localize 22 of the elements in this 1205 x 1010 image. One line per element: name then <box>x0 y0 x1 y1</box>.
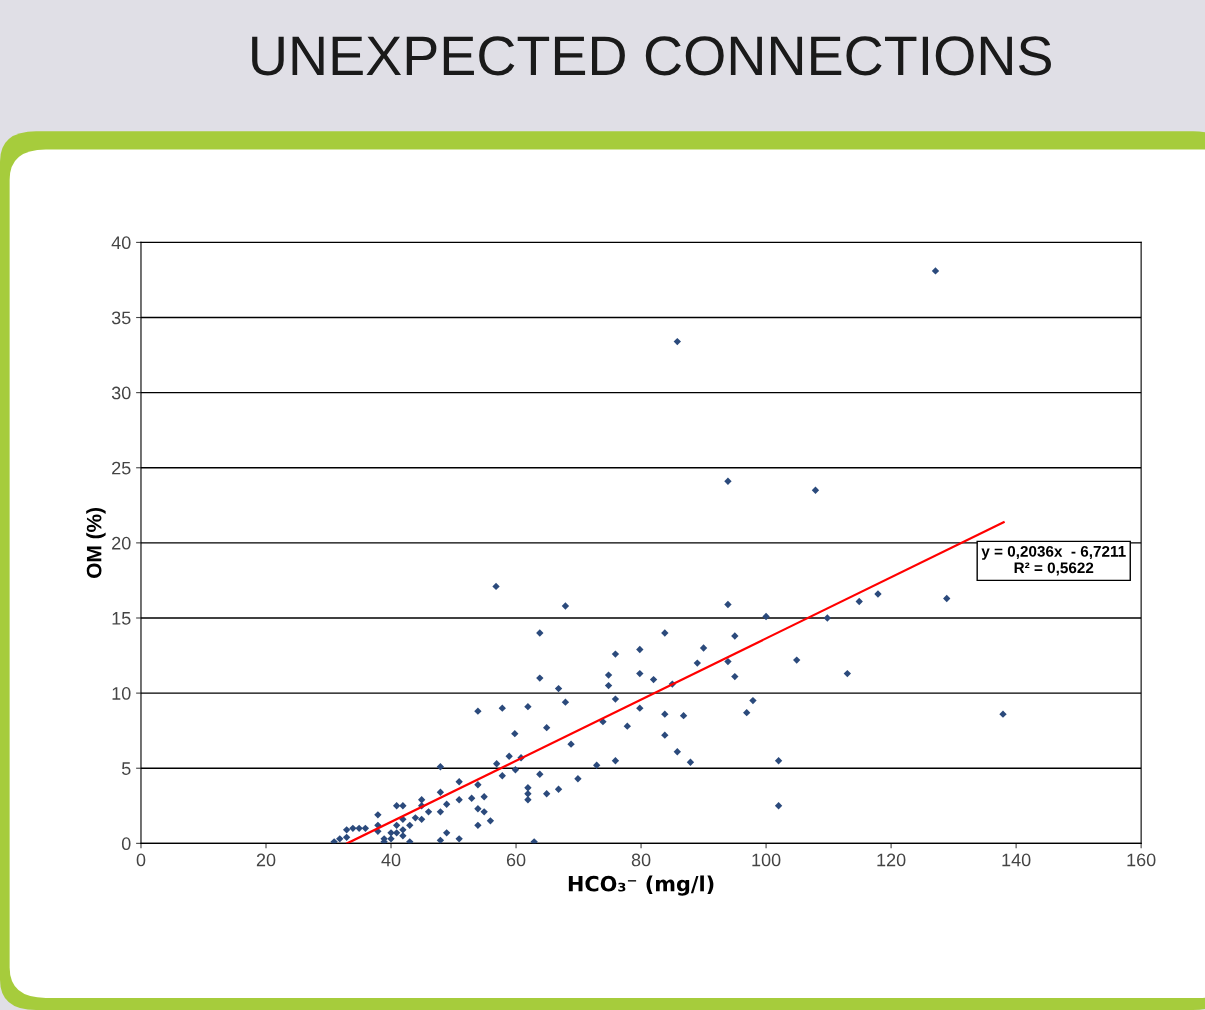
y-axis-title: OM (%) <box>86 508 106 578</box>
x-axis-title: HCO₃⁻ (mg/l) <box>568 875 714 896</box>
y-tick-label: 10 <box>112 687 131 700</box>
x-tick-label: 160 <box>1127 853 1156 867</box>
x-tick-label: 0 <box>136 853 146 867</box>
y-tick-label: 5 <box>121 762 131 775</box>
y-tick-label: 35 <box>111 311 131 325</box>
x-tick-label: 60 <box>506 853 526 867</box>
x-tick-label: 20 <box>256 853 276 867</box>
y-tick-label: 25 <box>112 461 131 475</box>
y-tick-label: 20 <box>112 536 131 550</box>
annotation: y = 0,2036x - 6,7211 R² = 0,5622 <box>981 545 1126 576</box>
x-tick-label: 80 <box>631 853 651 867</box>
y-tick-label: 30 <box>111 386 131 400</box>
y-tick-label: 0 <box>121 837 131 851</box>
y-tick-label: 40 <box>111 236 131 250</box>
y-tick-label: 15 <box>112 612 131 625</box>
x-tick-label: 140 <box>1002 853 1031 867</box>
chart-title: UNEXPECTED CONNECTIONS <box>252 36 1051 76</box>
x-tick-label: 120 <box>877 853 906 867</box>
x-tick-label: 40 <box>381 853 401 867</box>
x-tick-label: 100 <box>752 853 781 867</box>
